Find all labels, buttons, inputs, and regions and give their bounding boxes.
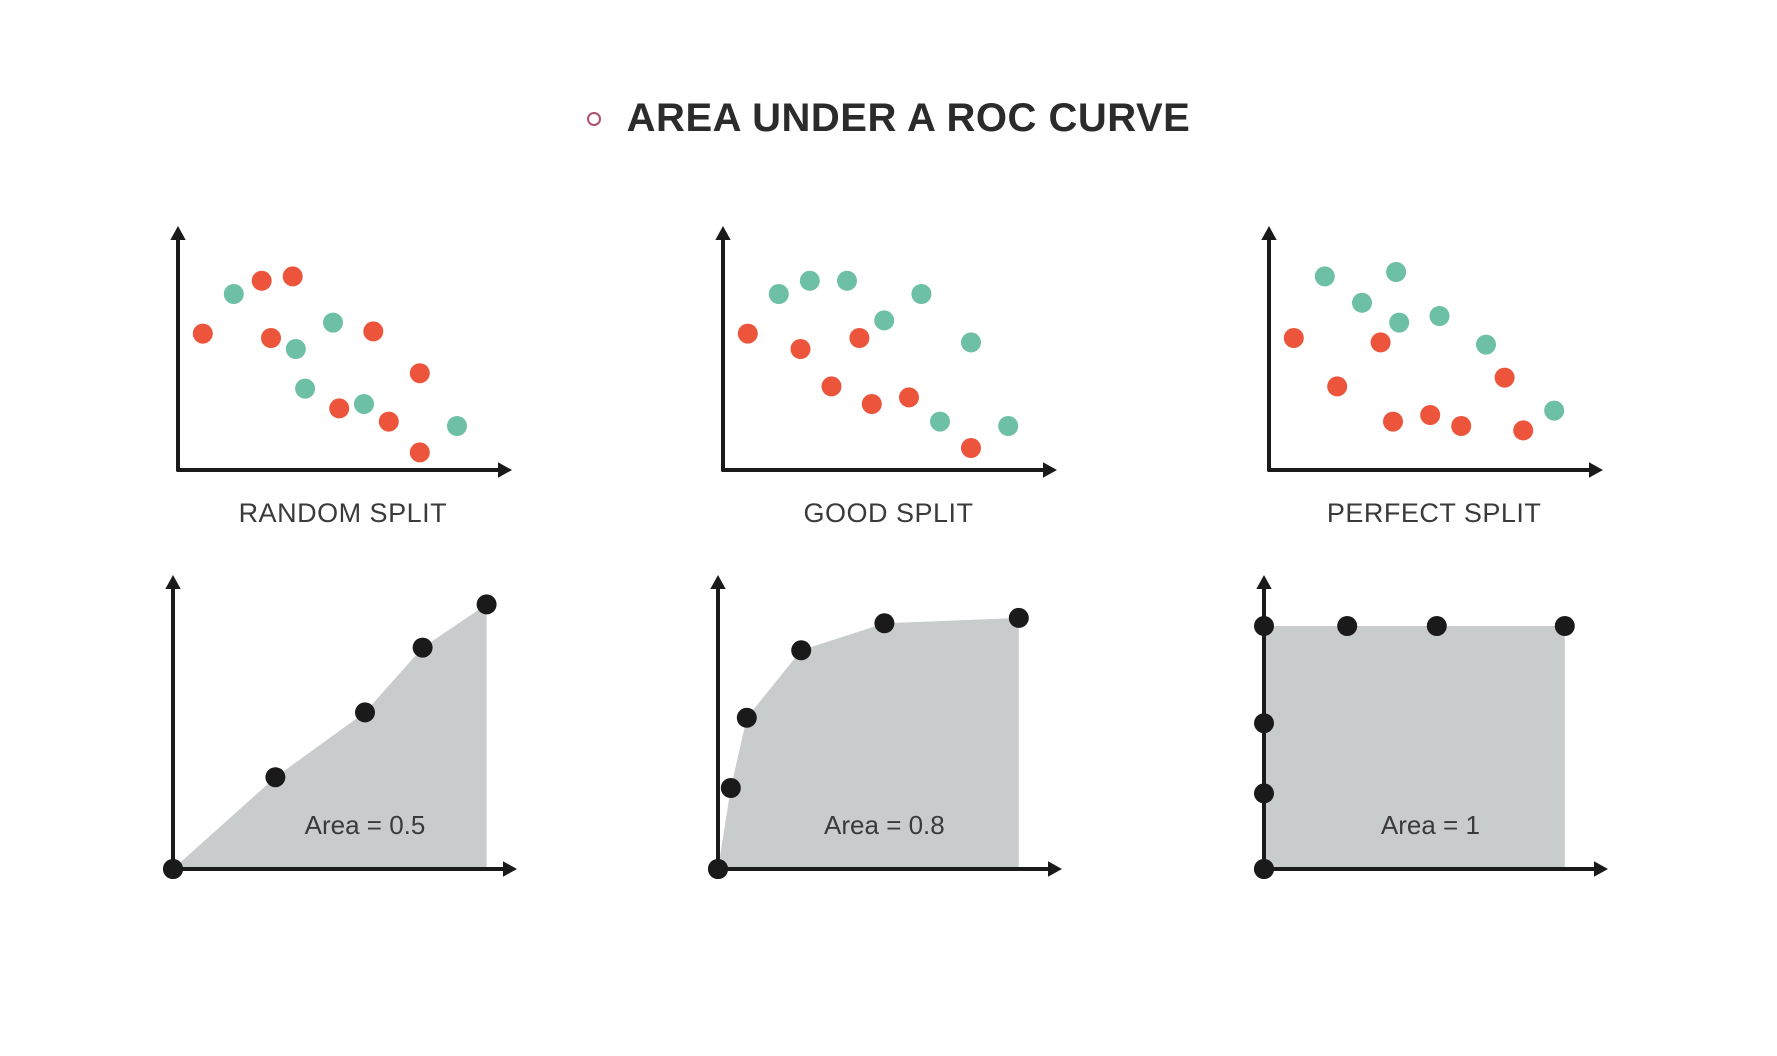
title-bullet-icon — [587, 112, 601, 126]
scatter-caption: GOOD SPLIT — [803, 498, 973, 529]
title-row: AREA UNDER A ROC CURVE — [0, 96, 1777, 141]
roc-plot: Area = 0.8 — [688, 559, 1088, 889]
roc-plot: Area = 1 — [1234, 559, 1634, 889]
roc-area-label: Area = 1 — [1381, 810, 1480, 840]
title-inner: AREA UNDER A ROC CURVE — [587, 96, 1191, 141]
roc-area-label: Area = 0.5 — [304, 810, 425, 840]
chart-grid: RANDOM SPLIT GOOD SPLIT PERFECT SPLIT Area … — [140, 210, 1637, 889]
roc-cell: Area = 0.8 — [686, 559, 1092, 889]
roc-plot: Area = 0.5 — [143, 559, 543, 889]
page-title: AREA UNDER A ROC CURVE — [627, 96, 1191, 141]
roc-cell: Area = 1 — [1231, 559, 1637, 889]
scatter-cell: GOOD SPLIT — [686, 210, 1092, 529]
roc-cell: Area = 0.5 — [140, 559, 546, 889]
scatter-cell: PERFECT SPLIT — [1231, 210, 1637, 529]
page-root: AREA UNDER A ROC CURVE RANDOM SPLIT GOOD … — [0, 0, 1777, 1056]
scatter-caption: PERFECT SPLIT — [1327, 498, 1542, 529]
scatter-cell: RANDOM SPLIT — [140, 210, 546, 529]
scatter-plot — [148, 210, 538, 490]
scatter-caption: RANDOM SPLIT — [239, 498, 448, 529]
roc-area-label: Area = 0.8 — [825, 810, 946, 840]
scatter-plot — [1239, 210, 1629, 490]
scatter-plot — [693, 210, 1083, 490]
